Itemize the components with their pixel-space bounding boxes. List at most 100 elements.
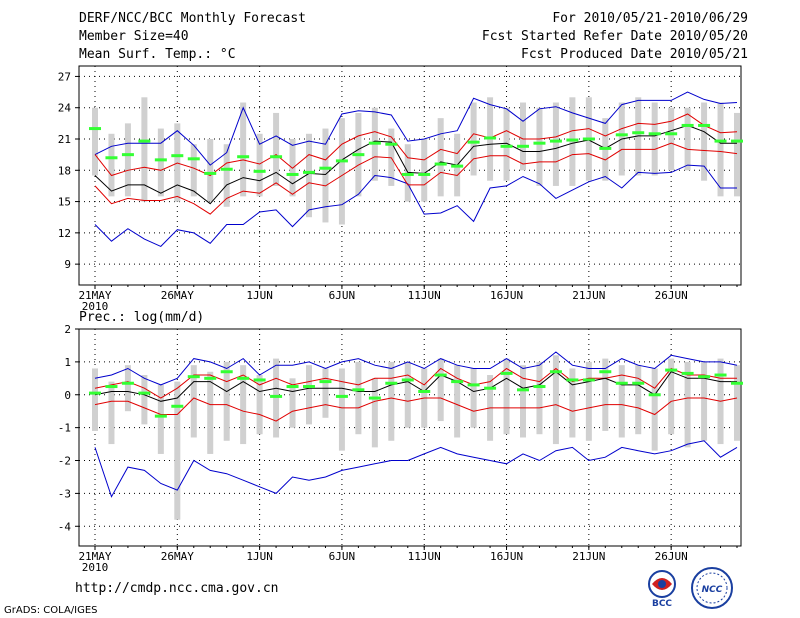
ensemble-mean-mark bbox=[731, 381, 743, 385]
spread-box bbox=[141, 97, 148, 202]
y-tick-label: 2 bbox=[64, 323, 71, 336]
ensemble-mean-mark bbox=[517, 144, 529, 148]
ensemble-mean-mark bbox=[368, 396, 381, 400]
x-tick-label: 16JUN bbox=[490, 289, 523, 302]
ensemble-mean-mark bbox=[484, 386, 497, 390]
spread-box bbox=[124, 123, 131, 197]
ensemble-mean-mark bbox=[352, 153, 365, 157]
variable-label: Mean Surf. Temp.: °C bbox=[79, 47, 236, 62]
spread-box bbox=[157, 128, 164, 197]
y-tick-label: -4 bbox=[58, 520, 72, 533]
upper-series-line bbox=[94, 113, 738, 177]
spread-box bbox=[338, 368, 345, 451]
x-tick-label: 21JUN bbox=[572, 550, 605, 563]
spread-box bbox=[108, 381, 115, 445]
x-tick-label: 16JUN bbox=[490, 550, 523, 563]
y-tick-label: 1 bbox=[64, 356, 71, 369]
upper-series-line bbox=[94, 367, 737, 399]
ensemble-mean-mark bbox=[368, 141, 381, 145]
ncc-logo-text: NCC bbox=[702, 585, 723, 595]
spread-box bbox=[552, 102, 559, 186]
ensemble-mean-mark bbox=[105, 385, 118, 389]
ensemble-mean-mark bbox=[89, 391, 101, 395]
ensemble-mean-mark bbox=[500, 144, 513, 148]
x-tick-label: 26JUN bbox=[655, 289, 688, 302]
ensemble-mean-mark bbox=[418, 389, 431, 393]
ensemble-mean-mark bbox=[533, 385, 546, 389]
ensemble-mean-mark bbox=[401, 378, 414, 382]
spread-box bbox=[684, 361, 691, 448]
spread-box bbox=[454, 365, 461, 438]
ensemble-mean-mark bbox=[500, 371, 513, 375]
ensemble-mean-mark bbox=[171, 404, 184, 408]
x-tick-label: 6JUN bbox=[329, 550, 356, 563]
year-label: 2010 bbox=[82, 561, 109, 574]
ensemble-mean-mark bbox=[665, 368, 678, 372]
y-tick-label: 27 bbox=[58, 70, 71, 83]
spread-box bbox=[223, 361, 230, 441]
spread-box bbox=[684, 107, 691, 171]
year-label: 2010 bbox=[82, 300, 109, 313]
max-series-line bbox=[94, 440, 738, 498]
member-size: Member Size=40 bbox=[79, 29, 189, 44]
ensemble-mean-mark bbox=[303, 385, 315, 389]
ensemble-mean-mark bbox=[121, 153, 134, 157]
ensemble-mean-mark bbox=[335, 159, 348, 163]
spread-box bbox=[651, 102, 658, 176]
ensemble-mean-mark bbox=[286, 172, 299, 176]
ensemble-mean-mark bbox=[731, 139, 743, 143]
spread-box bbox=[306, 365, 312, 425]
x-tick-label: 26MAY bbox=[161, 289, 194, 302]
spread-box bbox=[585, 361, 592, 441]
precipitation-panel: -4 -3 -2 -1 0 1 2 21MAY 26MAY 1JUN 6JUN 11JUN 16JUN 2… bbox=[58, 323, 743, 574]
lower-series-line bbox=[94, 142, 738, 215]
ensemble-mean-mark bbox=[352, 388, 365, 392]
ensemble-mean-mark bbox=[582, 137, 595, 141]
y-tick-label: 21 bbox=[58, 133, 71, 146]
spread-box bbox=[388, 128, 395, 186]
ensemble-mean-mark bbox=[566, 378, 579, 382]
spread-box bbox=[520, 102, 526, 171]
grads-credit: GrADS: COLA/IGES bbox=[4, 605, 98, 616]
ensemble-mean-mark bbox=[187, 375, 200, 379]
spread-box bbox=[322, 128, 329, 223]
y-tick-label: 0 bbox=[64, 389, 71, 402]
ensemble-mean-mark bbox=[138, 139, 151, 143]
ensemble-mean-mark bbox=[319, 166, 332, 170]
ensemble-mean-mark bbox=[303, 170, 315, 174]
spread-box bbox=[273, 112, 280, 186]
spread-box bbox=[503, 107, 510, 181]
ensemble-mean-mark bbox=[253, 169, 266, 173]
ensemble-mean-mark bbox=[253, 378, 266, 382]
ensemble-mean-mark bbox=[582, 378, 595, 382]
ensemble-mean-mark bbox=[286, 385, 299, 389]
median-series-line bbox=[94, 371, 737, 402]
spread-box bbox=[717, 102, 724, 197]
ensemble-mean-mark bbox=[632, 381, 645, 385]
spread-box bbox=[355, 361, 362, 435]
ensemble-mean-mark bbox=[121, 381, 134, 385]
ensemble-mean-mark bbox=[533, 141, 546, 145]
spread-box bbox=[536, 361, 543, 435]
y-tick-label: 9 bbox=[64, 258, 71, 271]
spread-box bbox=[322, 368, 329, 418]
ensemble-mean-mark bbox=[615, 381, 628, 385]
y-tick-label: 24 bbox=[58, 102, 72, 115]
y-tick-label: -2 bbox=[58, 455, 71, 468]
ensemble-mean-mark bbox=[698, 123, 711, 127]
spread-box bbox=[240, 102, 247, 197]
ensemble-mean-mark bbox=[681, 123, 694, 127]
ensemble-mean-mark bbox=[549, 370, 562, 374]
ensemble-mean-mark bbox=[714, 373, 727, 377]
forecast-period: For 2010/05/21-2010/06/29 bbox=[552, 11, 748, 26]
spread-box bbox=[437, 118, 444, 197]
source-url[interactable]: http://cmdp.ncc.cma.gov.cn bbox=[75, 581, 279, 596]
spread-box bbox=[536, 107, 543, 186]
spread-box bbox=[273, 358, 280, 438]
spread-box bbox=[174, 381, 181, 520]
max-series-line bbox=[94, 164, 737, 247]
spread-box bbox=[668, 358, 675, 435]
ensemble-mean-mark bbox=[385, 381, 398, 385]
x-tick-label: 26MAY bbox=[161, 550, 194, 563]
bcc-logo: BCC bbox=[648, 570, 676, 608]
